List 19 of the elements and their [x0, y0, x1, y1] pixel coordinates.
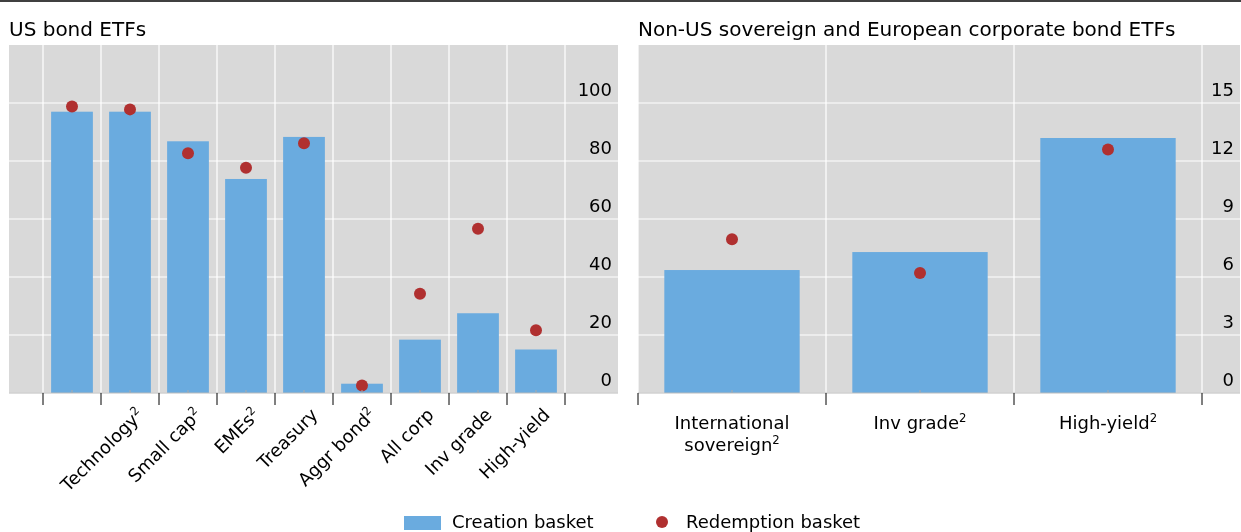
y-tick-label: 9: [1222, 195, 1234, 216]
legend-label: Redemption basket: [686, 511, 861, 532]
y-tick-label: 80: [589, 137, 612, 158]
y-tick-label: 3: [1222, 311, 1234, 332]
x-tick-label: High-yield$^{2}$: [1058, 411, 1158, 433]
y-tick-label: 0: [1222, 369, 1234, 390]
y-tick-label: 40: [589, 253, 612, 274]
y-tick-label: 60: [589, 195, 612, 216]
y-tick-label: 0: [600, 369, 612, 390]
y-tick-label: 100: [577, 79, 612, 100]
x-tick-label: Inv grade$^{2}$: [873, 411, 967, 433]
chart-title: US bond ETFs: [9, 17, 147, 41]
chart-title: Non-US sovereign and European corporate bond ETFs: [638, 17, 1176, 41]
y-tick-label: 15: [1211, 79, 1234, 100]
y-tick-label: 12: [1211, 137, 1234, 158]
y-tick-label: 20: [589, 311, 612, 332]
y-tick-label: 6: [1222, 253, 1234, 274]
x-tick-label: International sovereign$^{2}$: [674, 412, 790, 455]
legend-label: Creation basket: [452, 511, 594, 532]
